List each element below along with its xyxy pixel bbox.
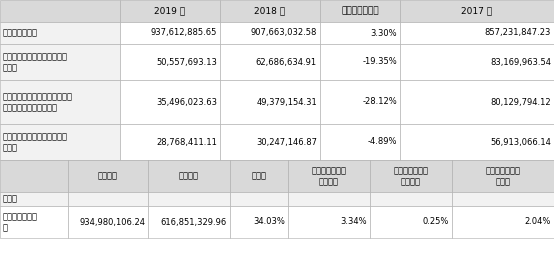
Bar [68,192,148,206]
Text: 经营活动产生的现金流量净额
（元）: 经营活动产生的现金流量净额 （元） [3,132,68,152]
Text: 体育健身产品销
售: 体育健身产品销 售 [3,212,38,232]
Bar [68,206,148,238]
Bar [0,206,68,238]
Text: 3.30%: 3.30% [371,29,397,38]
Text: 937,612,885.65: 937,612,885.65 [151,29,217,38]
Bar [0,124,120,160]
Text: 50,557,693.13: 50,557,693.13 [156,57,217,67]
Text: 本年比上年增减: 本年比上年增减 [341,6,379,15]
Bar [0,80,120,124]
Text: 分行业: 分行业 [3,195,18,204]
Bar [320,0,400,22]
Text: 56,913,066.14: 56,913,066.14 [490,137,551,146]
Bar [220,124,320,160]
Text: 62,686,634.91: 62,686,634.91 [256,57,317,67]
Bar [148,160,230,192]
Text: 营业成本: 营业成本 [179,171,199,181]
Bar [320,80,400,124]
Text: 83,169,963.54: 83,169,963.54 [490,57,551,67]
Text: 616,851,329.96: 616,851,329.96 [161,218,227,227]
Bar [120,124,220,160]
Text: 30,247,146.87: 30,247,146.87 [256,137,317,146]
Text: 营业收入比上年
同期增减: 营业收入比上年 同期增减 [311,166,346,186]
Text: -19.35%: -19.35% [362,57,397,67]
Bar [370,192,452,206]
Bar [120,80,220,124]
Bar [220,22,320,44]
Bar [452,192,554,206]
Bar [400,44,554,80]
Text: 毛利率比上年同
期增减: 毛利率比上年同 期增减 [485,166,521,186]
Bar [320,22,400,44]
Text: 营业收入（元）: 营业收入（元） [3,29,38,38]
Bar [220,80,320,124]
Text: -4.89%: -4.89% [367,137,397,146]
Bar [288,192,370,206]
Bar [320,124,400,160]
Bar [400,22,554,44]
Text: 归属于上市公司股东的净利润
（元）: 归属于上市公司股东的净利润 （元） [3,52,68,72]
Bar [148,206,230,238]
Text: 934,980,106.24: 934,980,106.24 [79,218,145,227]
Text: 857,231,847.23: 857,231,847.23 [485,29,551,38]
Text: 归属于上市公司股东的扣除非经
常性损益的净利润（元）: 归属于上市公司股东的扣除非经 常性损益的净利润（元） [3,92,73,112]
Bar [220,44,320,80]
Text: 3.34%: 3.34% [340,218,367,227]
Bar [230,160,288,192]
Text: 907,663,032.58: 907,663,032.58 [250,29,317,38]
Bar [370,206,452,238]
Bar [0,160,68,192]
Bar [400,0,554,22]
Text: 2.04%: 2.04% [525,218,551,227]
Bar [148,192,230,206]
Bar [0,0,120,22]
Bar [0,44,120,80]
Text: 35,496,023.63: 35,496,023.63 [156,97,217,106]
Text: 0.25%: 0.25% [423,218,449,227]
Text: 49,379,154.31: 49,379,154.31 [257,97,317,106]
Text: 营业成本比上年
同期增减: 营业成本比上年 同期增减 [393,166,428,186]
Text: 80,129,794.12: 80,129,794.12 [490,97,551,106]
Text: 营业收入: 营业收入 [98,171,118,181]
Bar [288,206,370,238]
Text: 2017 年: 2017 年 [461,6,493,15]
Bar [0,22,120,44]
Bar [452,160,554,192]
Bar [288,160,370,192]
Bar [68,160,148,192]
Text: 2018 年: 2018 年 [254,6,285,15]
Text: 2019 年: 2019 年 [155,6,186,15]
Bar [120,44,220,80]
Bar [120,22,220,44]
Text: 28,768,411.11: 28,768,411.11 [156,137,217,146]
Bar [370,160,452,192]
Bar [400,124,554,160]
Bar [452,206,554,238]
Bar [220,0,320,22]
Bar [320,44,400,80]
Text: 34.03%: 34.03% [253,218,285,227]
Bar [400,80,554,124]
Text: 毛利率: 毛利率 [252,171,266,181]
Bar [0,192,68,206]
Text: -28.12%: -28.12% [362,97,397,106]
Bar [230,206,288,238]
Bar [230,192,288,206]
Bar [120,0,220,22]
